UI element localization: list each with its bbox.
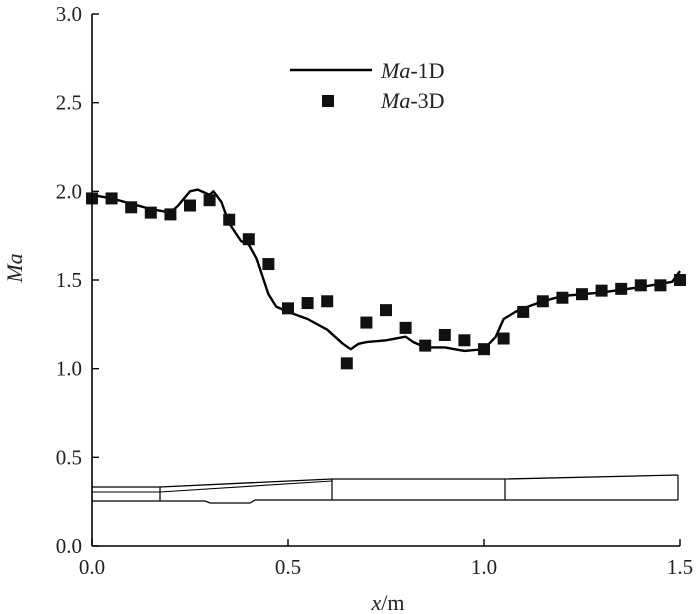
x-tick-label: 1.5 bbox=[667, 555, 693, 579]
data-point-ma-3d bbox=[536, 295, 549, 308]
y-tick-label: 2.5 bbox=[56, 91, 82, 115]
data-point-ma-3d bbox=[654, 279, 667, 292]
data-point-ma-3d bbox=[419, 339, 432, 352]
data-point-ma-3d bbox=[674, 274, 686, 286]
data-point-ma-3d bbox=[438, 328, 451, 341]
axes: 0.0 0.5 1.0 1.5 2.0 2.5 3.0 0.0 0.5 1.0 1.5 bbox=[56, 2, 693, 579]
legend-marker-swatch bbox=[322, 95, 334, 107]
y-tick-label: 1.0 bbox=[56, 357, 82, 381]
data-point-ma-3d bbox=[380, 304, 392, 317]
legend-label-1d: Ma-1D bbox=[380, 58, 445, 83]
data-point-ma-3d bbox=[360, 316, 373, 329]
data-point-ma-3d bbox=[282, 302, 294, 315]
data-point-ma-3d bbox=[517, 305, 530, 318]
nozzle-geometry-sketch bbox=[92, 474, 679, 504]
legend-label-1d-suffix: -1D bbox=[410, 58, 444, 83]
data-point-ma-3d bbox=[301, 297, 314, 310]
sketch-lower-outline bbox=[92, 499, 678, 504]
legend: Ma-1D Ma-3D bbox=[290, 58, 445, 113]
legend-label-1d-var: Ma bbox=[380, 58, 410, 83]
data-point-ma-3d bbox=[105, 192, 118, 205]
data-point-ma-3d bbox=[497, 332, 510, 345]
data-point-ma-3d bbox=[321, 295, 334, 308]
data-point-ma-3d bbox=[478, 343, 490, 356]
x-tick-label: 0.0 bbox=[79, 555, 105, 579]
sketch-upper-inner-line bbox=[159, 480, 333, 493]
x-axis-label-var: x bbox=[371, 590, 382, 614]
data-point-ma-3d bbox=[458, 334, 471, 347]
sketch-upper-outline bbox=[92, 474, 679, 488]
series-line-ma-1d bbox=[91, 188, 681, 353]
y-tick-label: 1.5 bbox=[56, 268, 82, 292]
y-tick-label: 0.0 bbox=[56, 534, 82, 558]
legend-label-3d-suffix: -3D bbox=[410, 88, 444, 113]
y-tick-label: 0.5 bbox=[56, 445, 82, 469]
data-point-ma-3d bbox=[164, 208, 177, 221]
data-point-ma-3d bbox=[340, 357, 353, 370]
data-point-ma-3d bbox=[223, 213, 236, 226]
data-point-ma-3d bbox=[242, 233, 255, 246]
data-point-ma-3d bbox=[203, 194, 216, 207]
y-tick-label: 3.0 bbox=[56, 2, 82, 26]
y-axis-label: Ma bbox=[2, 253, 27, 283]
data-point-ma-3d bbox=[184, 199, 196, 212]
data-point-ma-3d bbox=[595, 284, 608, 297]
x-axis-label: x/m bbox=[371, 590, 405, 614]
data-point-ma-3d bbox=[615, 282, 628, 295]
x-tick-label: 0.5 bbox=[275, 555, 301, 579]
data-point-ma-3d bbox=[144, 206, 157, 219]
x-tick-label: 1.0 bbox=[471, 555, 497, 579]
y-tick-label: 2.0 bbox=[56, 179, 82, 203]
data-point-ma-3d bbox=[576, 288, 588, 301]
data-point-ma-3d bbox=[262, 258, 275, 271]
data-point-ma-3d bbox=[556, 291, 569, 304]
data-point-ma-3d bbox=[399, 321, 412, 334]
data-point-ma-3d bbox=[125, 201, 138, 214]
legend-label-3d-var: Ma bbox=[380, 88, 410, 113]
data-point-ma-3d bbox=[634, 279, 647, 292]
plot-area bbox=[86, 188, 686, 370]
legend-label-3d: Ma-3D bbox=[380, 88, 445, 113]
x-axis-label-unit: /m bbox=[381, 590, 404, 614]
